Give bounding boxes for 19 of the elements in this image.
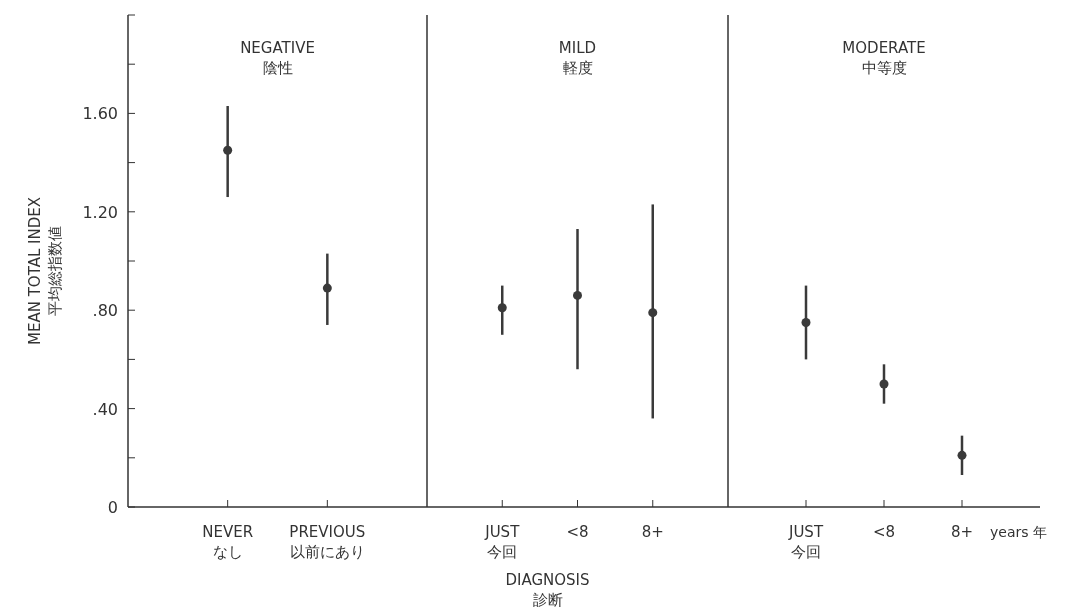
y-tick-label: .40 xyxy=(92,399,118,419)
text: MILD 軽度 xyxy=(558,39,597,78)
y-tick-label: 1.20 xyxy=(82,202,118,222)
x-tick-label: JUST 今回 xyxy=(787,523,824,562)
x-tick-label: NEVER なし xyxy=(202,523,254,562)
y-tick-label: .80 xyxy=(92,301,118,321)
x-tick-label: <8 xyxy=(566,523,589,541)
text: NEGATIVE 陰性 xyxy=(240,39,315,78)
x-tick-label: 8+ xyxy=(950,523,974,541)
x-tick-label: 8+ xyxy=(641,523,664,541)
y-tick-label: 0 xyxy=(107,498,118,517)
x-tick-label: PREVIOUS 以前にあり xyxy=(289,523,366,562)
text: years 年 xyxy=(990,524,1047,540)
y-axis-title: MEAN TOTAL INDEX 平均総指数値 xyxy=(26,197,65,345)
x-tick-label: <8 xyxy=(872,523,896,541)
x-axis-title: DIAGNOSIS 診断 xyxy=(505,571,590,610)
x-tick-label: JUST 今回 xyxy=(484,523,521,562)
text: MODERATE 中等度 xyxy=(842,39,926,78)
y-tick-label: 1.60 xyxy=(82,104,118,124)
